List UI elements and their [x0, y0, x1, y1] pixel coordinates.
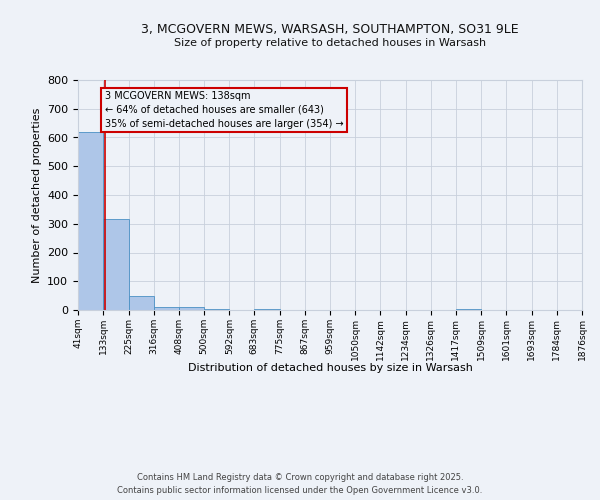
- Bar: [179, 306, 204, 310]
- Text: Contains HM Land Registry data © Crown copyright and database right 2025.
Contai: Contains HM Land Registry data © Crown c…: [118, 474, 482, 495]
- Bar: [103, 220, 128, 310]
- X-axis label: Distribution of detached houses by size in Warsash: Distribution of detached houses by size …: [188, 362, 472, 372]
- Bar: [128, 296, 154, 310]
- Bar: [154, 306, 179, 310]
- Text: 3, MCGOVERN MEWS, WARSASH, SOUTHAMPTON, SO31 9LE: 3, MCGOVERN MEWS, WARSASH, SOUTHAMPTON, …: [141, 22, 519, 36]
- Text: 3 MCGOVERN MEWS: 138sqm
← 64% of detached houses are smaller (643)
35% of semi-d: 3 MCGOVERN MEWS: 138sqm ← 64% of detache…: [104, 91, 343, 129]
- Text: Size of property relative to detached houses in Warsash: Size of property relative to detached ho…: [174, 38, 486, 48]
- Bar: [456, 308, 481, 310]
- Bar: [78, 132, 103, 310]
- Bar: [204, 308, 229, 310]
- Bar: [254, 308, 280, 310]
- Y-axis label: Number of detached properties: Number of detached properties: [32, 108, 41, 282]
